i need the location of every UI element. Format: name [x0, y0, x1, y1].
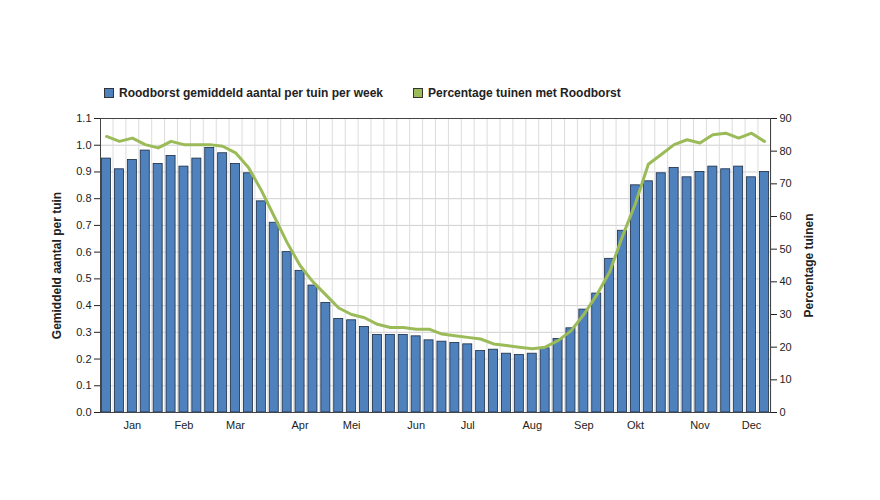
- svg-text:Nov: Nov: [690, 419, 710, 431]
- svg-text:0.0: 0.0: [76, 406, 91, 418]
- svg-text:0.1: 0.1: [76, 379, 91, 391]
- svg-text:0.6: 0.6: [76, 246, 91, 258]
- html-text:Percentage tuinen met Roodbors: Percentage tuinen met Roodborst: [428, 86, 621, 100]
- svg-text:30: 30: [780, 308, 792, 320]
- svg-text:0.3: 0.3: [76, 326, 91, 338]
- svg-text:0.9: 0.9: [76, 165, 91, 177]
- svg-text:0.4: 0.4: [76, 299, 91, 311]
- svg-text:70: 70: [780, 177, 792, 189]
- svg-text:Sep: Sep: [574, 419, 594, 431]
- svg-text:10: 10: [780, 373, 792, 385]
- svg-text:Mar: Mar: [226, 419, 245, 431]
- svg-text:0.7: 0.7: [76, 219, 91, 231]
- svg-text:Mei: Mei: [343, 419, 361, 431]
- svg-text:0.2: 0.2: [76, 353, 91, 365]
- svg-text:20: 20: [780, 341, 792, 353]
- svg-text:Dec: Dec: [742, 419, 762, 431]
- svg-text:Okt: Okt: [627, 419, 644, 431]
- svg-text:Feb: Feb: [174, 419, 193, 431]
- svg-text:Apr: Apr: [291, 419, 308, 431]
- svg-text:1.0: 1.0: [76, 139, 91, 151]
- svg-text:Jan: Jan: [123, 419, 141, 431]
- svg-text:Percentage tuinen: Percentage tuinen: [802, 213, 816, 317]
- svg-text:1.1: 1.1: [76, 112, 91, 124]
- svg-text:Aug: Aug: [522, 419, 542, 431]
- svg-text:50: 50: [780, 243, 792, 255]
- svg-text:80: 80: [780, 145, 792, 157]
- svg-text:Jul: Jul: [461, 419, 475, 431]
- svg-text:0.8: 0.8: [76, 192, 91, 204]
- svg-text:90: 90: [780, 112, 792, 124]
- svg-text:0: 0: [780, 406, 786, 418]
- svg-text:Jun: Jun: [407, 419, 425, 431]
- svg-text:60: 60: [780, 210, 792, 222]
- svg-text:0.5: 0.5: [76, 272, 91, 284]
- svg-text:40: 40: [780, 275, 792, 287]
- html-text:Roodborst gemiddeld aantal per: Roodborst gemiddeld aantal per tuin per …: [119, 86, 383, 100]
- svg-text:Gemiddeld aantal per tuin: Gemiddeld aantal per tuin: [50, 192, 64, 339]
